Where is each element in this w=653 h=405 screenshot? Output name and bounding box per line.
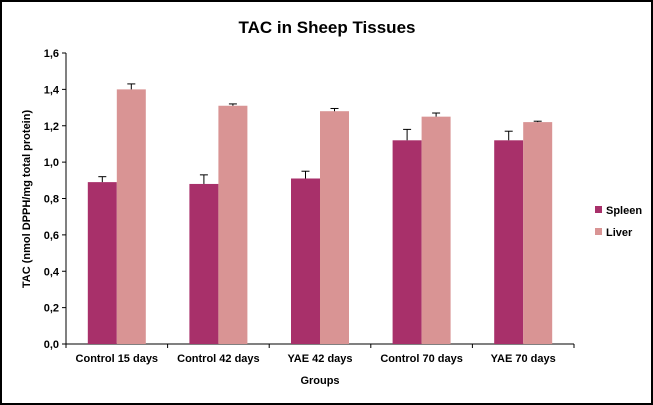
y-tick-label: 0,6 <box>44 230 59 242</box>
legend-label-liver: Liver <box>606 227 633 239</box>
bar-liver <box>320 111 349 344</box>
x-category-label: YAE 70 days <box>491 353 556 365</box>
bar-liver <box>421 116 451 344</box>
bar-liver <box>218 105 248 345</box>
y-tick-label: 0,0 <box>44 339 59 351</box>
y-tick-label: 1,0 <box>44 157 59 169</box>
x-category-label: Control 70 days <box>380 353 463 365</box>
y-tick-label: 1,6 <box>44 48 59 60</box>
y-tick-label: 0,8 <box>44 194 59 206</box>
bar-liver <box>116 89 146 344</box>
y-tick-label: 1,2 <box>44 121 59 133</box>
plot-area: 0,0 0,2 0,4 0,6 0,8 1,0 1,2 1,4 1,6 Control 15 da… <box>44 48 575 365</box>
bar-spleen <box>494 140 524 344</box>
bar-spleen <box>392 140 422 344</box>
bar-spleen <box>291 178 320 344</box>
bar-spleen <box>189 183 219 344</box>
y-axis-label: TAC (nmol DPPH/mg total protein) <box>21 110 33 289</box>
y-tick-label: 1,4 <box>44 84 60 96</box>
y-tick-label: 0,2 <box>44 303 59 315</box>
x-category-label: Control 42 days <box>177 353 260 365</box>
legend-swatch-liver <box>595 228 602 235</box>
x-axis-label: Groups <box>300 375 339 387</box>
chart-title: TAC in Sheep Tissues <box>239 18 416 37</box>
legend-swatch-spleen <box>595 206 602 213</box>
x-category-label: YAE 42 days <box>287 353 352 365</box>
legend: Spleen Liver <box>595 205 642 239</box>
bar-spleen <box>87 182 117 344</box>
bar-liver <box>523 122 553 344</box>
x-category-label: Control 15 days <box>76 353 159 365</box>
y-tick-label: 0,4 <box>44 266 60 278</box>
legend-label-spleen: Spleen <box>606 205 642 217</box>
